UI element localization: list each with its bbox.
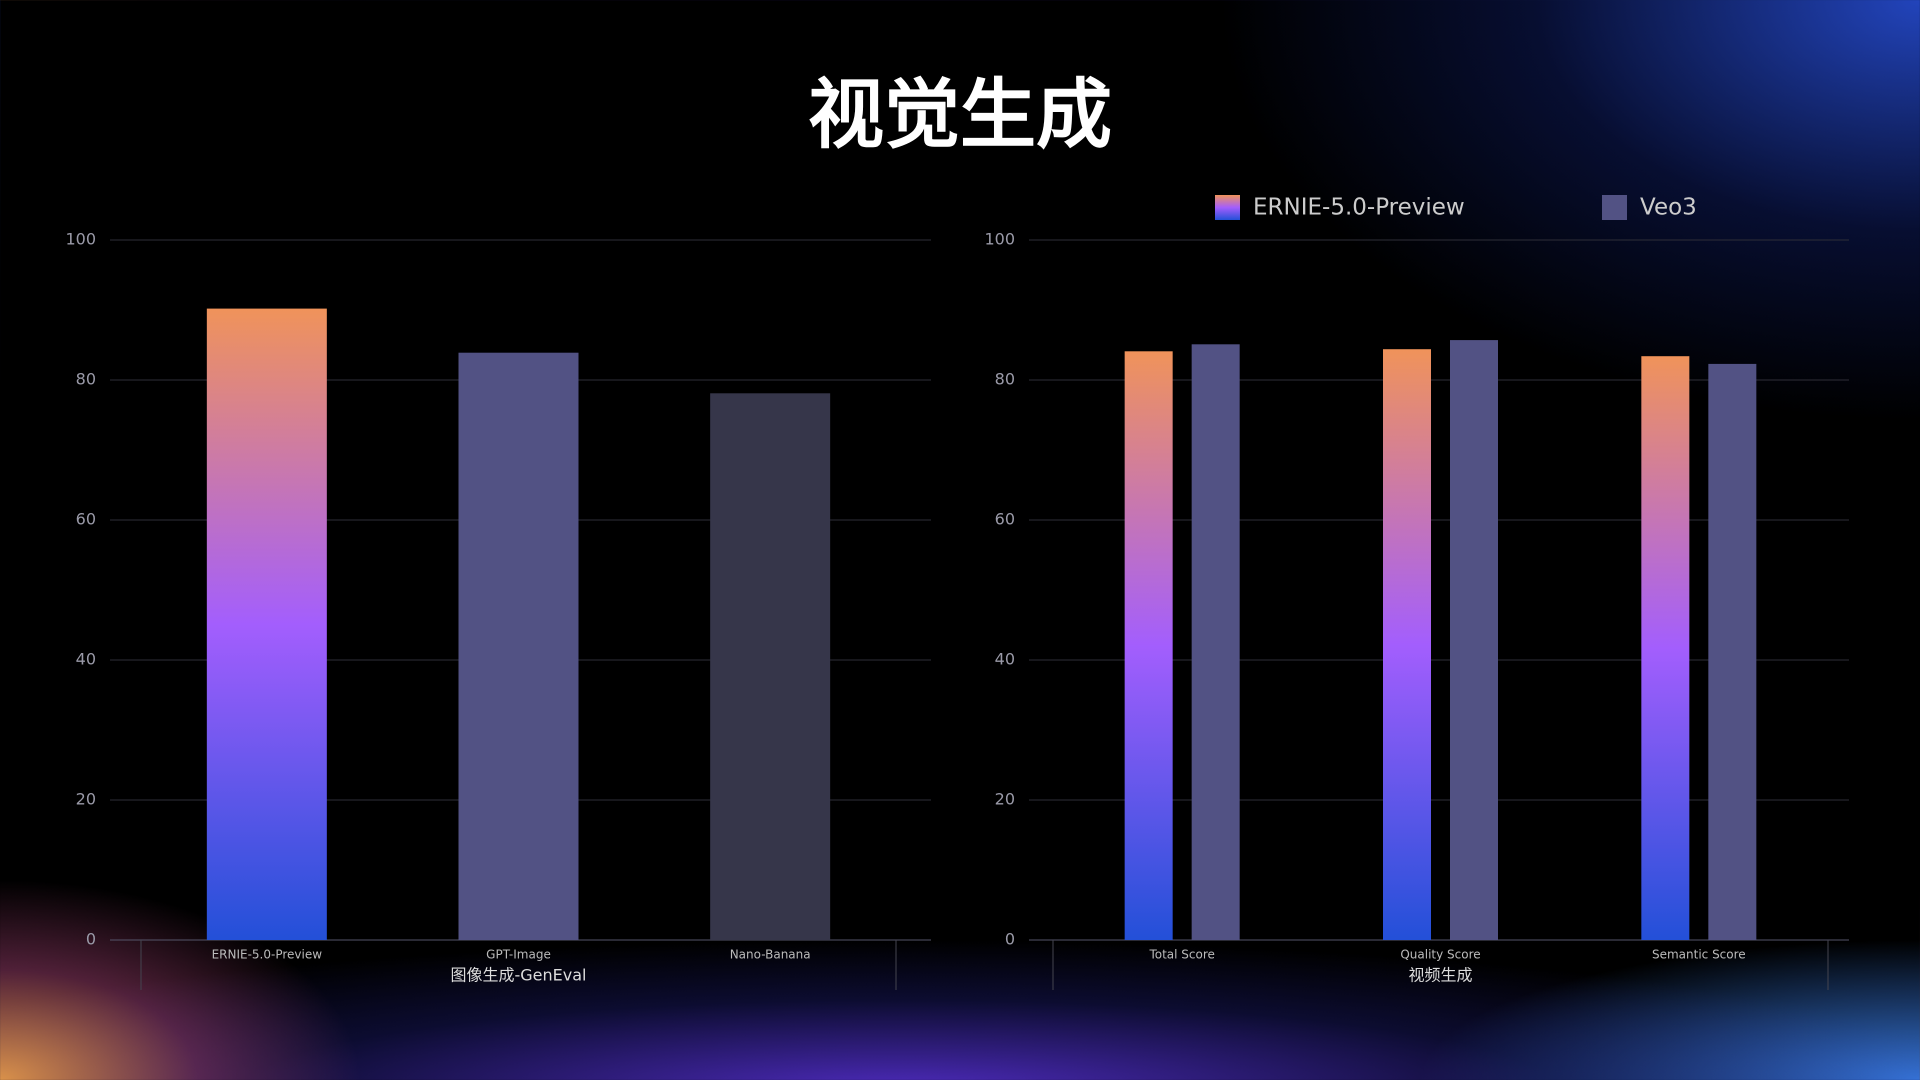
x-tick-label: Total Score	[1148, 948, 1214, 962]
legend-label: Veo3	[1640, 195, 1697, 221]
y-tick-label: 0	[1005, 930, 1015, 949]
page-title: 视觉生成	[808, 70, 1112, 159]
bar	[1191, 344, 1240, 940]
x-tick-label: Semantic Score	[1652, 948, 1746, 962]
legend-label: ERNIE-5.0-Preview	[1253, 195, 1465, 221]
bar	[1124, 351, 1173, 940]
y-tick-label: 20	[76, 790, 96, 809]
bar	[1383, 349, 1431, 940]
y-tick-label: 0	[86, 930, 96, 949]
bar	[1450, 340, 1498, 941]
y-tick-label: 40	[995, 650, 1015, 669]
y-tick-label: 60	[76, 510, 96, 529]
y-tick-label: 100	[65, 230, 96, 249]
bar	[710, 393, 831, 940]
bar	[206, 308, 327, 941]
y-tick-label: 100	[984, 230, 1015, 249]
x-tick-label: Nano-Banana	[730, 948, 811, 962]
x-tick-label: Quality Score	[1400, 948, 1480, 962]
x-tick-label: ERNIE-5.0-Preview	[212, 948, 323, 962]
y-tick-label: 60	[995, 510, 1015, 529]
bar	[1708, 363, 1757, 940]
bar	[458, 352, 579, 940]
legend-swatch	[1215, 195, 1240, 220]
bar	[1641, 356, 1690, 940]
y-tick-label: 40	[76, 650, 96, 669]
x-axis-title: 视频生成	[1408, 966, 1472, 985]
y-tick-label: 80	[995, 370, 1015, 389]
legend-swatch	[1602, 195, 1627, 220]
y-tick-label: 20	[995, 790, 1015, 809]
x-axis-title: 图像生成-GenEval	[451, 966, 587, 985]
x-tick-label: GPT-Image	[486, 948, 551, 962]
y-tick-label: 80	[76, 370, 96, 389]
